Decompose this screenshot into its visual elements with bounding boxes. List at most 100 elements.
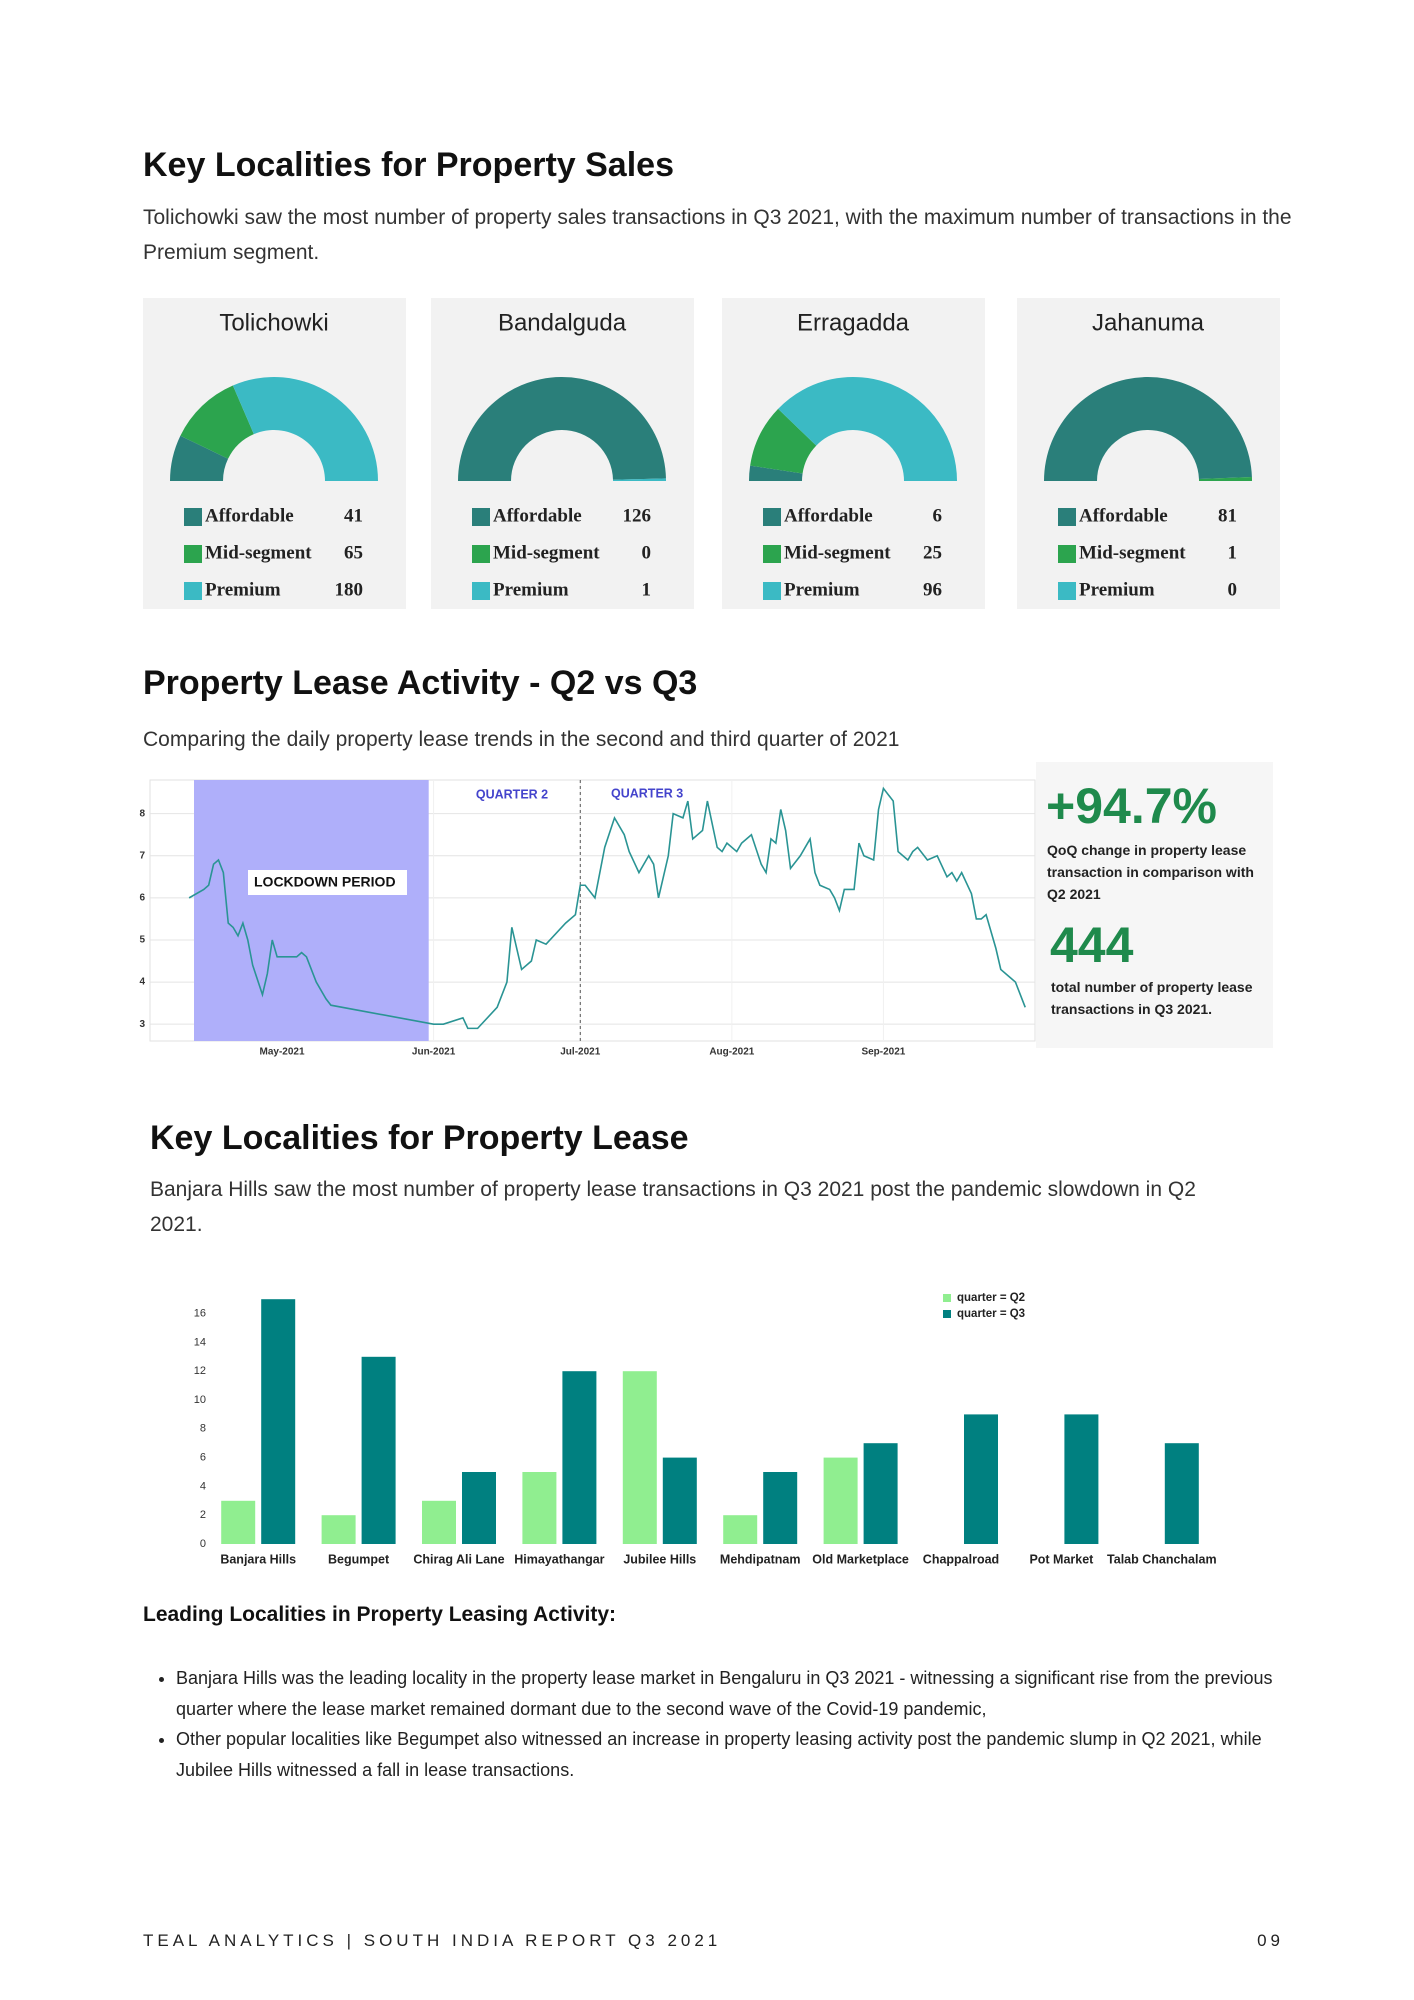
bar bbox=[462, 1472, 496, 1544]
bar bbox=[422, 1500, 456, 1544]
legend-value: 1 bbox=[642, 579, 652, 600]
total-text: total number of property lease transacti… bbox=[1051, 979, 1253, 1017]
leading-title: Leading Localities in Property Leasing A… bbox=[143, 1603, 616, 1626]
quarter-label: QUARTER 3 bbox=[611, 786, 683, 800]
footer-page: 09 bbox=[1257, 1931, 1284, 1950]
legend-label: quarter = Q3 bbox=[957, 1308, 1025, 1320]
bar bbox=[863, 1443, 898, 1544]
legend-value: 96 bbox=[923, 579, 942, 600]
y-tick-label: 6 bbox=[139, 893, 145, 904]
legend-swatch bbox=[472, 508, 490, 526]
legend-swatch bbox=[472, 582, 490, 600]
y-tick-label: 4 bbox=[139, 977, 145, 988]
bullet: Other popular localities like Begumpet a… bbox=[176, 1724, 1316, 1785]
y-tick-label: 14 bbox=[194, 1336, 206, 1348]
change-value: +94.7% bbox=[1046, 778, 1217, 834]
donut-segment bbox=[1198, 477, 1252, 481]
legend-swatch bbox=[1058, 582, 1076, 600]
x-tick-label: Begumpet bbox=[328, 1552, 390, 1566]
legend-swatch bbox=[184, 545, 202, 563]
bar bbox=[321, 1515, 356, 1544]
legend-label: quarter = Q2 bbox=[957, 1292, 1025, 1304]
legend-value: 180 bbox=[335, 579, 364, 600]
legend-label: Affordable bbox=[493, 505, 582, 526]
legend-value: 41 bbox=[344, 505, 363, 526]
footer-left: TEAL ANALYTICS | SOUTH INDIA REPORT Q3 2… bbox=[143, 1931, 722, 1950]
legend-swatch bbox=[1058, 508, 1076, 526]
donut-segment bbox=[749, 465, 803, 481]
x-tick-label: Aug-2021 bbox=[709, 1047, 754, 1058]
legend-swatch bbox=[763, 545, 781, 563]
bar bbox=[622, 1371, 657, 1544]
card-title: Jahanuma bbox=[1092, 309, 1205, 336]
x-tick-label: Sep-2021 bbox=[861, 1047, 905, 1058]
legend-label: Affordable bbox=[784, 505, 873, 526]
x-tick-label: Old Marketplace bbox=[812, 1552, 909, 1566]
x-tick-label: Jubilee Hills bbox=[623, 1552, 696, 1566]
legend-value: 0 bbox=[1228, 579, 1238, 600]
donut-segment bbox=[170, 435, 229, 481]
bar bbox=[221, 1500, 256, 1544]
bar bbox=[261, 1299, 296, 1544]
x-tick-label: Jul-2021 bbox=[560, 1047, 600, 1058]
leading-bullets: Banjara Hills was the leading locality i… bbox=[143, 1663, 1316, 1785]
y-tick-label: 10 bbox=[194, 1394, 206, 1406]
stat-box bbox=[1036, 762, 1273, 1048]
legend-swatch bbox=[184, 508, 202, 526]
x-tick-label: Jun-2021 bbox=[412, 1047, 456, 1058]
bar bbox=[723, 1515, 758, 1544]
donut-segment bbox=[778, 377, 957, 481]
legend-label: Mid-segment bbox=[493, 542, 600, 563]
legend-label: Premium bbox=[1079, 579, 1155, 600]
lockdown-label-box bbox=[248, 870, 407, 895]
bar bbox=[562, 1371, 597, 1544]
total-value: 444 bbox=[1050, 917, 1134, 973]
y-tick-label: 0 bbox=[200, 1538, 206, 1550]
y-tick-label: 5 bbox=[139, 935, 145, 946]
y-tick-label: 6 bbox=[200, 1452, 206, 1464]
bullet: Banjara Hills was the leading locality i… bbox=[176, 1663, 1316, 1724]
y-tick-label: 4 bbox=[200, 1480, 206, 1492]
lease-localities-text: Banjara Hills saw the most number of pro… bbox=[150, 1178, 1196, 1236]
bar bbox=[763, 1472, 798, 1544]
sales-title: Key Localities for Property Sales bbox=[143, 146, 674, 184]
lockdown-label: LOCKDOWN PERIOD bbox=[254, 874, 396, 890]
y-tick-label: 12 bbox=[194, 1365, 206, 1377]
change-text: QoQ change in property lease transaction… bbox=[1047, 842, 1254, 902]
donut-segment bbox=[750, 408, 817, 474]
donut-segment bbox=[458, 376, 666, 481]
donut-segment bbox=[1044, 376, 1252, 481]
lease-localities-title: Key Localities for Property Lease bbox=[150, 1119, 689, 1157]
x-tick-label: Himayathangar bbox=[514, 1552, 604, 1566]
y-tick-label: 8 bbox=[139, 808, 145, 819]
legend-value: 0 bbox=[642, 542, 652, 563]
y-tick-label: 8 bbox=[200, 1423, 206, 1435]
x-tick-label: Talab Chanchalam bbox=[1107, 1552, 1217, 1566]
legend-swatch bbox=[943, 1294, 951, 1302]
card-title: Tolichowki bbox=[219, 309, 328, 336]
legend-label: Mid-segment bbox=[784, 542, 891, 563]
y-tick-label: 3 bbox=[139, 1019, 145, 1030]
legend-swatch bbox=[472, 545, 490, 563]
trend-line bbox=[188, 786, 1026, 1030]
x-tick-label: Mehdipatnam bbox=[720, 1552, 801, 1566]
y-tick-label: 16 bbox=[194, 1308, 206, 1320]
x-tick-label: Chappalroad bbox=[923, 1552, 999, 1566]
x-tick-label: Banjara Hills bbox=[220, 1552, 296, 1566]
legend-swatch bbox=[1058, 545, 1076, 563]
bar bbox=[522, 1472, 557, 1544]
lease-activity-title: Property Lease Activity - Q2 vs Q3 bbox=[143, 664, 698, 702]
quarter-label: QUARTER 2 bbox=[476, 787, 548, 801]
bar bbox=[1164, 1443, 1199, 1544]
bar bbox=[964, 1414, 998, 1544]
legend-label: Mid-segment bbox=[1079, 542, 1186, 563]
lockdown-band bbox=[194, 780, 429, 1041]
legend-label: Premium bbox=[493, 579, 569, 600]
lease-activity-text: Comparing the daily property lease trend… bbox=[143, 728, 900, 751]
legend-swatch bbox=[184, 582, 202, 600]
legend-swatch bbox=[763, 582, 781, 600]
legend-label: Affordable bbox=[1079, 505, 1168, 526]
y-tick-label: 7 bbox=[139, 850, 145, 861]
